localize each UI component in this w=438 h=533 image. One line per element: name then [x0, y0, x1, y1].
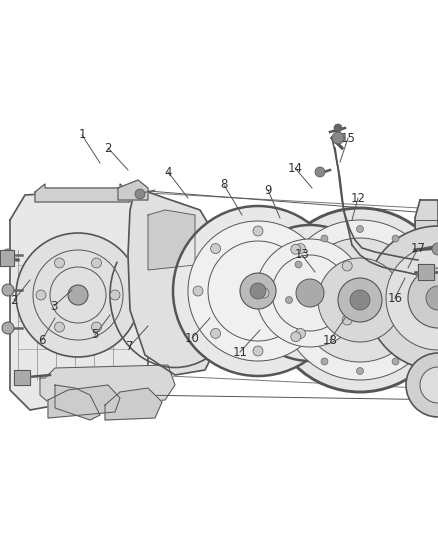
Circle shape: [240, 273, 276, 309]
Text: 18: 18: [322, 334, 337, 346]
Text: 14: 14: [287, 161, 303, 174]
Circle shape: [357, 225, 364, 232]
Circle shape: [342, 315, 352, 325]
Polygon shape: [10, 188, 148, 410]
Circle shape: [426, 286, 438, 310]
Circle shape: [135, 189, 145, 199]
Circle shape: [193, 286, 203, 296]
Text: 6: 6: [38, 334, 46, 346]
Circle shape: [268, 208, 438, 392]
Text: 12: 12: [350, 191, 365, 205]
Circle shape: [110, 290, 120, 300]
Text: 3: 3: [50, 300, 58, 312]
Polygon shape: [105, 388, 162, 420]
Circle shape: [392, 358, 399, 365]
Text: 7: 7: [126, 340, 134, 352]
Circle shape: [259, 288, 269, 298]
Circle shape: [295, 332, 302, 339]
Text: 8: 8: [220, 179, 228, 191]
Circle shape: [295, 328, 305, 338]
Circle shape: [242, 225, 378, 361]
Circle shape: [250, 283, 266, 299]
Polygon shape: [418, 264, 434, 280]
Circle shape: [295, 261, 302, 268]
Polygon shape: [148, 210, 195, 270]
Circle shape: [286, 296, 293, 303]
Circle shape: [291, 244, 301, 254]
Text: 10: 10: [184, 332, 199, 344]
Circle shape: [406, 353, 438, 417]
Circle shape: [291, 332, 301, 342]
Polygon shape: [0, 250, 14, 266]
Circle shape: [350, 290, 370, 310]
Circle shape: [321, 235, 328, 242]
Circle shape: [298, 238, 422, 362]
Text: 1: 1: [78, 128, 86, 141]
Circle shape: [334, 124, 342, 132]
Circle shape: [36, 290, 46, 300]
Circle shape: [68, 285, 88, 305]
Circle shape: [2, 284, 14, 296]
Text: 2: 2: [10, 294, 18, 306]
Text: 2: 2: [104, 141, 112, 155]
Circle shape: [211, 244, 221, 254]
Circle shape: [173, 206, 343, 376]
Polygon shape: [128, 190, 220, 375]
Circle shape: [253, 346, 263, 356]
Polygon shape: [415, 220, 438, 390]
Circle shape: [295, 244, 305, 254]
Circle shape: [427, 296, 434, 303]
Circle shape: [315, 167, 325, 177]
Circle shape: [332, 132, 344, 144]
Circle shape: [408, 268, 438, 328]
Circle shape: [392, 235, 399, 242]
Circle shape: [318, 258, 402, 342]
Circle shape: [54, 258, 64, 268]
Text: 13: 13: [295, 248, 309, 262]
Circle shape: [2, 249, 14, 261]
Circle shape: [253, 226, 263, 236]
Circle shape: [54, 322, 64, 332]
Circle shape: [321, 358, 328, 365]
Polygon shape: [40, 365, 175, 408]
Text: 11: 11: [233, 345, 247, 359]
Text: 5: 5: [91, 328, 99, 342]
Text: 4: 4: [164, 166, 172, 179]
Circle shape: [418, 261, 425, 268]
Text: 15: 15: [341, 132, 356, 144]
Polygon shape: [48, 385, 120, 418]
Circle shape: [92, 322, 102, 332]
Polygon shape: [55, 385, 100, 420]
Circle shape: [16, 233, 140, 357]
Text: 9: 9: [264, 183, 272, 197]
Circle shape: [366, 226, 438, 370]
Text: 16: 16: [388, 292, 403, 304]
Circle shape: [211, 328, 221, 338]
Circle shape: [338, 278, 382, 322]
Circle shape: [418, 332, 425, 339]
Circle shape: [92, 258, 102, 268]
Circle shape: [313, 286, 323, 296]
Circle shape: [386, 246, 438, 350]
Circle shape: [357, 367, 364, 375]
Circle shape: [432, 243, 438, 255]
Circle shape: [256, 239, 364, 347]
Polygon shape: [118, 180, 148, 200]
Text: 17: 17: [410, 241, 425, 254]
Polygon shape: [14, 370, 30, 385]
Circle shape: [188, 221, 328, 361]
Circle shape: [420, 367, 438, 403]
Polygon shape: [415, 200, 438, 400]
Circle shape: [2, 322, 14, 334]
Polygon shape: [35, 184, 130, 202]
Circle shape: [280, 220, 438, 380]
Circle shape: [342, 261, 352, 271]
Circle shape: [296, 279, 324, 307]
